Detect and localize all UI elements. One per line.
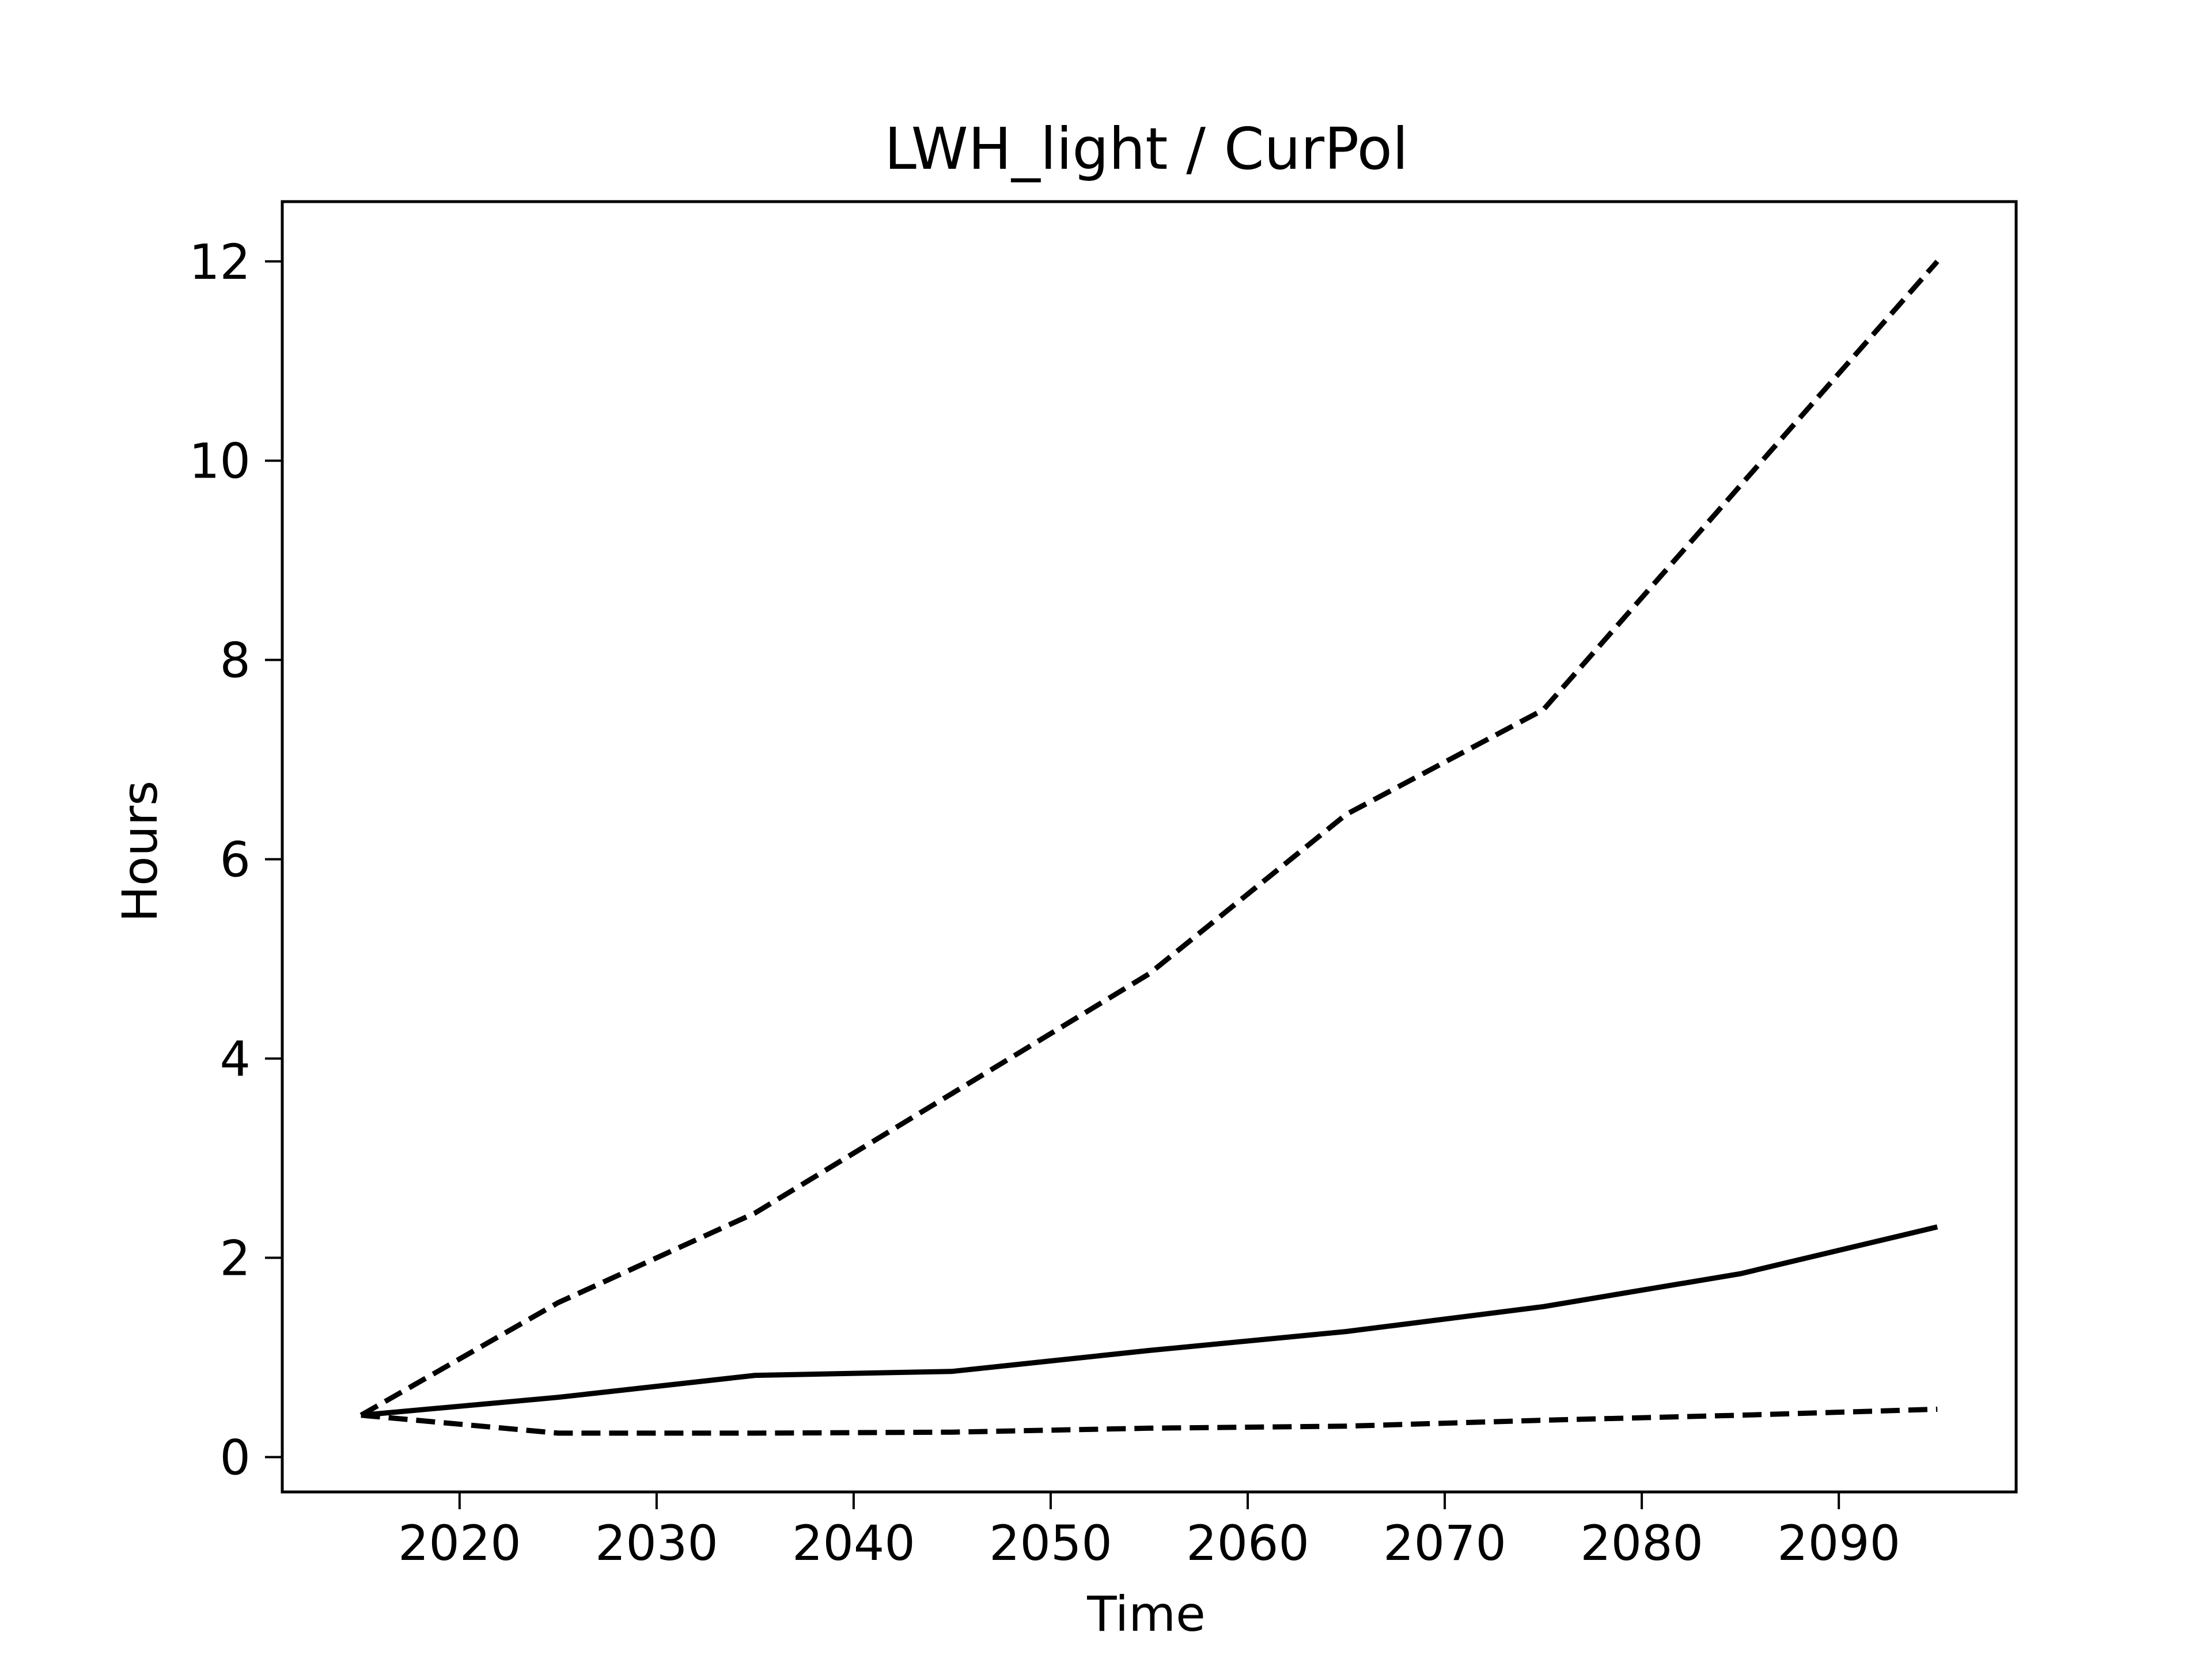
series-line-3 xyxy=(361,1406,1938,1436)
axes-frame xyxy=(281,200,2018,1494)
y-tick-label: 12 xyxy=(189,234,251,290)
x-tick-label: 2050 xyxy=(989,1515,1112,1571)
x-tick-label: 2070 xyxy=(1383,1515,1506,1571)
x-axis-label: Time xyxy=(1086,1586,1206,1642)
x-tick-label: 2060 xyxy=(1186,1515,1309,1571)
x-tick-label: 2090 xyxy=(1777,1515,1900,1571)
y-tick-label: 2 xyxy=(220,1230,251,1287)
x-tick-label: 2080 xyxy=(1580,1515,1703,1571)
x-axis: 2020 2030 2040 2050 2060 2070 2080 2090 xyxy=(398,1492,1900,1571)
series-line-1 xyxy=(359,259,1940,1418)
y-axis: 0 2 4 6 8 10 12 xyxy=(189,234,282,1486)
y-tick-label: 10 xyxy=(189,433,251,490)
x-tick-label: 2030 xyxy=(595,1515,718,1571)
x-tick-label: 2020 xyxy=(398,1515,521,1571)
y-tick-label: 4 xyxy=(220,1031,251,1088)
x-tick-label: 2040 xyxy=(792,1515,915,1571)
y-axis-label: Hours xyxy=(112,781,168,922)
series-line-2 xyxy=(361,1224,1938,1418)
y-tick-label: 6 xyxy=(220,832,251,888)
chart-title: LWH_light / CurPol xyxy=(884,115,1408,183)
y-tick-label: 8 xyxy=(220,632,251,689)
plot-area xyxy=(359,259,1940,1436)
y-tick-label: 0 xyxy=(220,1429,251,1486)
